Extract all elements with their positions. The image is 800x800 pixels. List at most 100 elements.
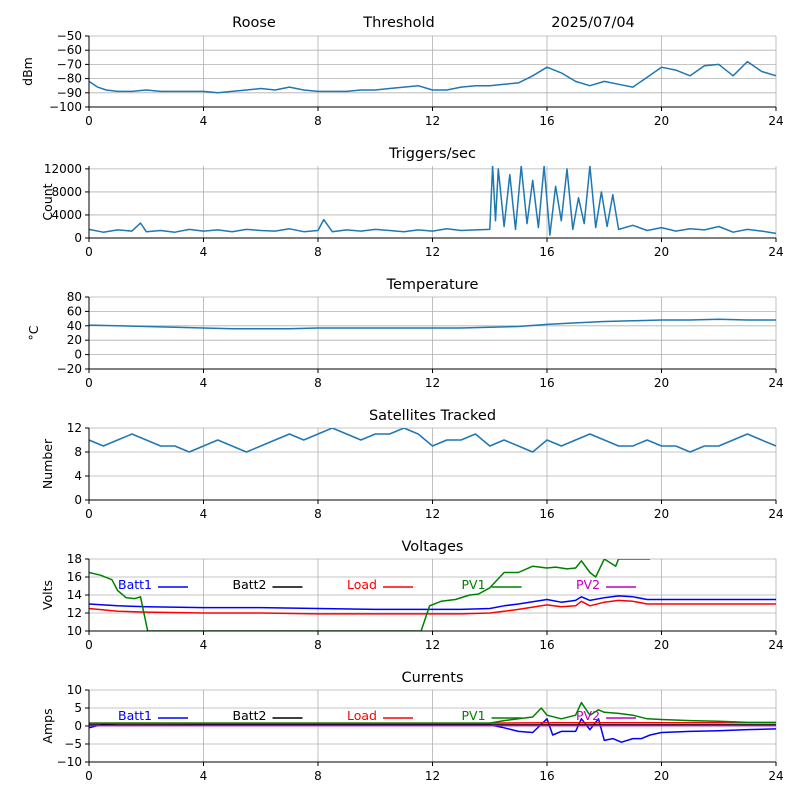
series-line-batt1 (89, 595, 776, 611)
x-tick-label: 0 (85, 245, 93, 259)
y-tick-label: −20 (57, 362, 82, 376)
x-tick-label: 16 (539, 245, 554, 259)
y-tick-label: 12 (67, 421, 82, 435)
x-tick-label: 24 (768, 376, 783, 390)
legend-label: Batt2 (233, 577, 267, 592)
y-tick-label: −90 (57, 86, 82, 100)
y-tick-label: −100 (49, 100, 82, 114)
legend-label: PV1 (462, 708, 486, 723)
legend-label: Load (347, 708, 377, 723)
x-tick-label: 0 (85, 507, 93, 521)
x-tick-label: 4 (200, 507, 208, 521)
x-tick-label: 4 (200, 769, 208, 783)
x-tick-label: 24 (768, 769, 783, 783)
x-tick-label: 20 (654, 769, 669, 783)
y-axis-label: Count (40, 183, 55, 220)
y-tick-label: 4000 (51, 208, 82, 222)
chart-panel-1: 0 4 8 12 16 20 24 0 4000 8000 12000 Triggers/sec Cou… (40, 146, 784, 259)
x-tick-label: 12 (425, 114, 440, 128)
y-axis-label: °C (26, 325, 41, 340)
x-tick-label: 20 (654, 376, 669, 390)
y-tick-label: 20 (67, 333, 82, 347)
y-tick-label: 60 (67, 304, 82, 318)
legend-label: PV2 (576, 577, 600, 592)
y-tick-label: −70 (57, 57, 82, 71)
y-tick-label: −5 (64, 737, 82, 751)
x-tick-label: 8 (314, 376, 322, 390)
y-tick-label: −60 (57, 43, 82, 57)
chart-panel-5: 0 4 8 12 16 20 24 −10 −5 0 5 10 Currents Amps Batt1 Bat… (40, 670, 784, 783)
y-tick-label: 16 (67, 570, 82, 584)
series-line-data (89, 428, 776, 453)
y-axis-label: Number (40, 438, 55, 489)
x-tick-label: 0 (85, 376, 93, 390)
y-tick-label: 0 (74, 493, 82, 507)
chart-title: Currents (401, 670, 463, 686)
series-line-data (89, 60, 776, 94)
x-tick-label: 4 (200, 376, 208, 390)
chart-panel-4: 0 4 8 12 16 20 24 10 12 14 16 18 Voltages Volts Batt1 B… (40, 539, 784, 652)
y-tick-label: 8 (74, 445, 82, 459)
x-tick-label: 8 (314, 638, 322, 652)
y-tick-label: 10 (67, 683, 82, 697)
chart-title: Triggers/sec (388, 146, 476, 162)
y-axis-label: Volts (40, 580, 55, 610)
y-tick-label: 14 (67, 588, 82, 602)
y-tick-label: 0 (74, 719, 82, 733)
x-tick-label: 24 (768, 245, 783, 259)
y-axis-label: Amps (40, 708, 55, 743)
x-tick-label: 20 (654, 638, 669, 652)
y-tick-label: 12000 (44, 162, 82, 176)
chart-title: Satellites Tracked (369, 408, 496, 424)
y-tick-label: 5 (74, 701, 82, 715)
x-tick-label: 12 (425, 638, 440, 652)
y-tick-label: −80 (57, 72, 82, 86)
chart-panel-0: 0 4 8 12 16 20 24 −100−90−80−70−60−50 dBm (20, 29, 784, 128)
x-tick-label: 0 (85, 769, 93, 783)
series-line-data (89, 318, 776, 330)
x-tick-label: 24 (768, 114, 783, 128)
series-line-pv1 (89, 701, 776, 724)
series-line-pv1 (89, 559, 651, 631)
chart-panel-3: 0 4 8 12 16 20 24 0 4 8 12 Satellites Tracked Number (40, 408, 784, 521)
y-tick-label: 40 (67, 319, 82, 333)
x-tick-label: 8 (314, 769, 322, 783)
x-tick-label: 16 (539, 507, 554, 521)
x-tick-label: 24 (768, 507, 783, 521)
y-axis-label: dBm (20, 57, 35, 86)
header-mode: Threshold (362, 15, 434, 31)
x-tick-label: 20 (654, 114, 669, 128)
x-tick-label: 20 (654, 507, 669, 521)
y-tick-label: 8000 (51, 185, 82, 199)
chart-title: Voltages (402, 539, 464, 555)
x-tick-label: 16 (539, 638, 554, 652)
x-tick-label: 4 (200, 114, 208, 128)
y-tick-label: 12 (67, 606, 82, 620)
legend-label: Load (347, 577, 377, 592)
x-tick-label: 16 (539, 376, 554, 390)
x-tick-label: 0 (85, 114, 93, 128)
x-tick-label: 8 (314, 114, 322, 128)
y-tick-label: 10 (67, 624, 82, 638)
x-tick-label: 8 (314, 507, 322, 521)
legend-label: Batt2 (233, 708, 267, 723)
header-date: 2025/07/04 (551, 15, 635, 31)
x-tick-label: 24 (768, 638, 783, 652)
header-station: Roose (232, 15, 276, 31)
y-tick-label: −50 (57, 29, 82, 43)
series-line-load (89, 599, 776, 615)
legend-label: Batt1 (118, 577, 152, 592)
y-tick-label: 0 (74, 348, 82, 362)
x-tick-label: 16 (539, 769, 554, 783)
x-tick-label: 16 (539, 114, 554, 128)
x-tick-label: 12 (425, 245, 440, 259)
y-tick-label: −10 (57, 755, 82, 769)
y-tick-label: 80 (67, 290, 82, 304)
x-tick-label: 0 (85, 638, 93, 652)
x-tick-label: 4 (200, 245, 208, 259)
series-line-data (89, 166, 776, 236)
y-tick-label: 18 (67, 552, 82, 566)
